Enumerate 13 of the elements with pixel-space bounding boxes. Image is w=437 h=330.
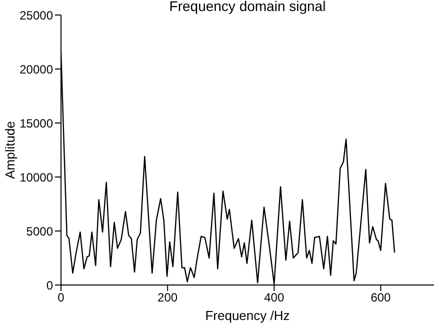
y-tick-label: 15000 (20, 116, 54, 130)
x-tick-label: 200 (158, 290, 178, 305)
x-tick-label: 600 (370, 290, 392, 305)
x-axis-title: Frequency /Hz (205, 308, 290, 323)
y-tick-label: 5000 (26, 224, 54, 238)
y-tick-label: 10000 (20, 170, 54, 184)
y-tick-label: 25000 (20, 8, 54, 22)
x-tick-label: 400 (264, 290, 284, 305)
chart-title: Frequency domain signal (168, 0, 327, 14)
y-tick-label: 20000 (20, 62, 54, 76)
y-axis-title: Amplitude (2, 121, 18, 179)
x-tick-label: 0 (58, 290, 65, 305)
y-tick-label: 0 (46, 278, 54, 292)
